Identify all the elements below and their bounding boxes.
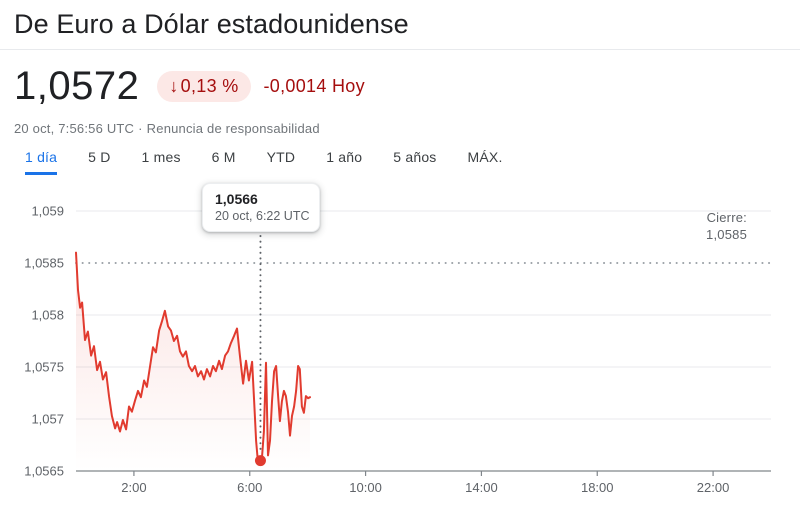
change-abs-value: -0,0014: [263, 75, 327, 96]
y-axis-label: 1,0565: [24, 464, 64, 479]
y-axis-label: 1,058: [31, 308, 64, 323]
change-period: Hoy: [331, 75, 365, 96]
series-area: [76, 252, 310, 471]
header-divider: [0, 49, 800, 50]
range-tabs: 1 día 5 D 1 mes 6 M YTD 1 año 5 años MÁX.: [25, 149, 503, 175]
current-price: 1,0572: [14, 63, 140, 108]
change-absolute: -0,0014 Hoy: [264, 76, 365, 97]
down-arrow-icon: ↓: [169, 75, 179, 96]
previous-close-label: Cierre: 1,0585: [706, 209, 747, 243]
tab-1-dia[interactable]: 1 día: [25, 149, 58, 175]
previous-close-value: 1,0585: [706, 227, 747, 242]
tab-max[interactable]: MÁX.: [467, 149, 503, 165]
y-axis-label: 1,0575: [24, 360, 64, 375]
tab-6-m[interactable]: 6 M: [211, 149, 236, 165]
meta-separator: ·: [138, 121, 143, 136]
x-axis-label: 6:00: [237, 480, 262, 495]
x-axis-label: 22:00: [697, 480, 730, 495]
tab-1-ano[interactable]: 1 año: [326, 149, 363, 165]
disclaimer-link[interactable]: Renuncia de responsabilidad: [146, 121, 320, 136]
quote-timestamp: 20 oct, 7:56:56 UTC: [14, 121, 135, 136]
x-axis-label: 10:00: [349, 480, 382, 495]
change-badge: ↓ 0,13 %: [157, 70, 251, 102]
page-title: De Euro a Dólar estadounidense: [14, 9, 409, 39]
tab-5-anos[interactable]: 5 años: [393, 149, 437, 165]
tab-1-mes[interactable]: 1 mes: [141, 149, 181, 165]
tab-ytd[interactable]: YTD: [266, 149, 296, 165]
series-line: [75, 251, 311, 463]
y-axis-label: 1,059: [31, 204, 64, 219]
chart-tooltip: 1,0566 20 oct, 6:22 UTC: [202, 183, 320, 232]
tooltip-time: 20 oct, 6:22 UTC: [215, 209, 310, 223]
x-axis-label: 18:00: [581, 480, 614, 495]
y-axis-label: 1,0585: [24, 256, 64, 271]
quote-row: 1,0572 ↓ 0,13 % -0,0014 Hoy: [14, 62, 365, 110]
previous-close-title: Cierre:: [706, 210, 747, 225]
marker-dot: [254, 455, 266, 467]
x-axis-label: 2:00: [121, 480, 146, 495]
tab-5-d[interactable]: 5 D: [88, 149, 111, 165]
y-axis-label: 1,057: [31, 412, 64, 427]
quote-meta: 20 oct, 7:56:56 UTC · Renuncia de responsa…: [14, 121, 324, 136]
change-percent: 0,13 %: [180, 75, 239, 96]
x-axis-label: 14:00: [465, 480, 498, 495]
tooltip-value: 1,0566: [215, 191, 258, 207]
